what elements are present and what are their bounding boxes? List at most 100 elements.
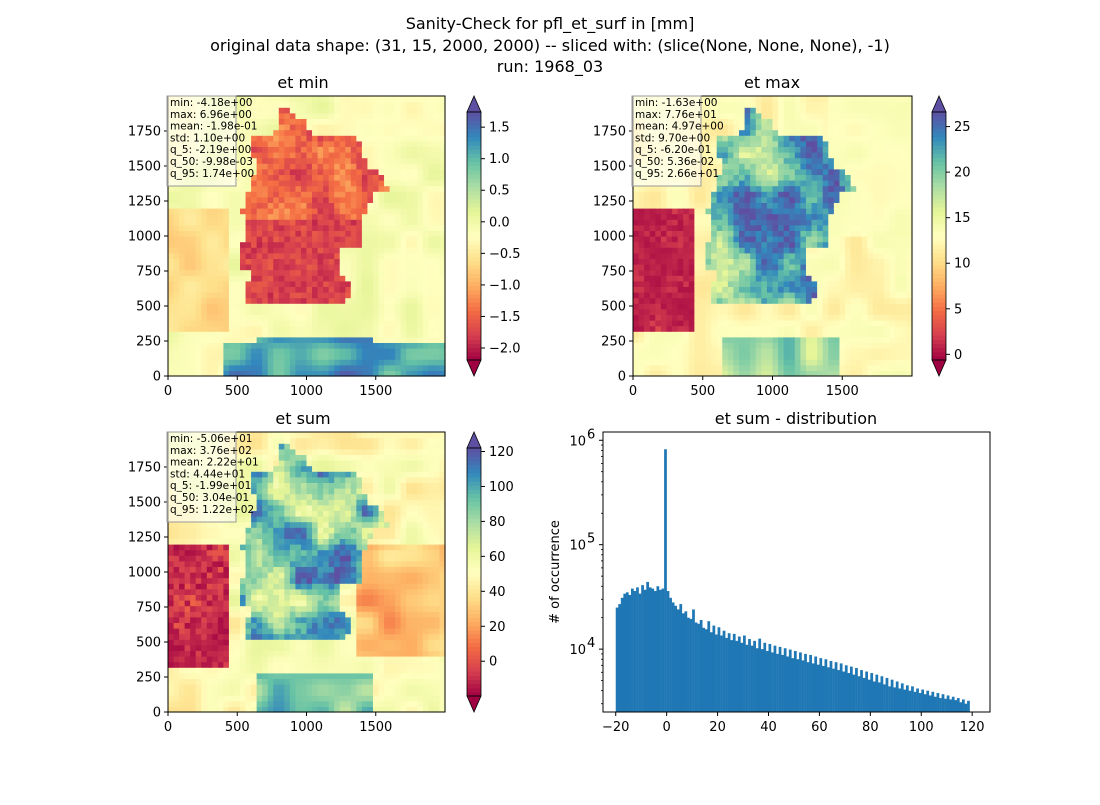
map-cell — [268, 337, 274, 343]
map-cell — [334, 354, 340, 360]
map-cell — [174, 253, 180, 259]
map-cell — [733, 281, 739, 287]
map-cell — [268, 186, 274, 192]
map-cell — [323, 326, 329, 332]
map-cell — [234, 314, 240, 320]
map-cell — [373, 118, 379, 124]
map-cell — [323, 141, 329, 147]
map-cell — [434, 124, 440, 130]
map-cell — [633, 253, 639, 259]
map-cell — [362, 337, 368, 343]
map-cell — [290, 270, 296, 276]
map-cell — [395, 118, 401, 124]
map-cell — [201, 292, 207, 298]
map-cell — [351, 348, 357, 354]
map-cell — [789, 158, 795, 164]
map-cell — [745, 359, 751, 365]
map-cell — [895, 365, 901, 371]
map-cell — [390, 264, 396, 270]
map-cell — [845, 242, 851, 248]
map-cell — [884, 286, 890, 292]
map-cell — [839, 152, 845, 158]
map-cell — [717, 146, 723, 152]
map-cell — [739, 197, 745, 203]
map-cell — [284, 96, 290, 102]
map-cell — [706, 281, 712, 287]
map-cell — [672, 270, 678, 276]
map-cell — [312, 253, 318, 259]
map-cell — [812, 96, 818, 102]
map-cell — [185, 309, 191, 315]
map-cell — [689, 264, 695, 270]
map-cell — [761, 242, 767, 248]
map-cell — [706, 309, 712, 315]
map-cell — [201, 298, 207, 304]
map-cell — [828, 141, 834, 147]
map-cell — [761, 236, 767, 242]
map-cell — [423, 219, 429, 225]
map-cell — [334, 102, 340, 108]
map-cell — [689, 314, 695, 320]
map-cell — [784, 326, 790, 332]
map-cell — [655, 292, 661, 298]
map-cell — [196, 230, 202, 236]
map-cell — [390, 113, 396, 119]
map-cell — [229, 348, 235, 354]
map-cell — [761, 169, 767, 175]
map-cell — [706, 270, 712, 276]
map-cell — [329, 146, 335, 152]
map-cell — [284, 202, 290, 208]
map-cell — [273, 107, 279, 113]
map-cell — [879, 286, 885, 292]
map-cell — [851, 141, 857, 147]
map-cell — [295, 163, 301, 169]
map-cell — [334, 242, 340, 248]
map-cell — [666, 309, 672, 315]
map-cell — [828, 314, 834, 320]
map-cell — [828, 292, 834, 298]
map-cell — [856, 174, 862, 180]
map-cell — [406, 135, 412, 141]
map-cell — [423, 102, 429, 108]
map-cell — [273, 365, 279, 371]
map-cell — [683, 348, 689, 354]
map-cell — [284, 163, 290, 169]
map-cell — [384, 348, 390, 354]
map-cell — [800, 202, 806, 208]
map-cell — [689, 242, 695, 248]
map-cell — [345, 331, 351, 337]
map-cell — [745, 113, 751, 119]
map-cell — [268, 303, 274, 309]
map-cell — [739, 298, 745, 304]
map-cell — [423, 146, 429, 152]
map-cell — [284, 326, 290, 332]
map-cell — [218, 359, 224, 365]
map-cell — [901, 208, 907, 214]
map-cell — [240, 326, 246, 332]
map-cell — [694, 270, 700, 276]
map-cell — [828, 174, 834, 180]
map-cell — [334, 107, 340, 113]
map-cell — [867, 320, 873, 326]
map-cell — [733, 253, 739, 259]
map-cell — [218, 186, 224, 192]
map-cell — [307, 141, 313, 147]
map-cell — [789, 191, 795, 197]
map-cell — [262, 186, 268, 192]
map-cell — [179, 236, 185, 242]
map-cell — [290, 286, 296, 292]
map-cell — [722, 163, 728, 169]
map-cell — [879, 96, 885, 102]
map-cell — [428, 326, 434, 332]
map-cell — [812, 320, 818, 326]
map-cell — [329, 130, 335, 136]
map-cell — [644, 214, 650, 220]
map-cell — [284, 242, 290, 248]
map-cell — [722, 314, 728, 320]
map-cell — [262, 130, 268, 136]
map-cell — [639, 326, 645, 332]
map-cell — [284, 258, 290, 264]
map-cell — [423, 208, 429, 214]
map-cell — [661, 225, 667, 231]
map-cell — [856, 146, 862, 152]
